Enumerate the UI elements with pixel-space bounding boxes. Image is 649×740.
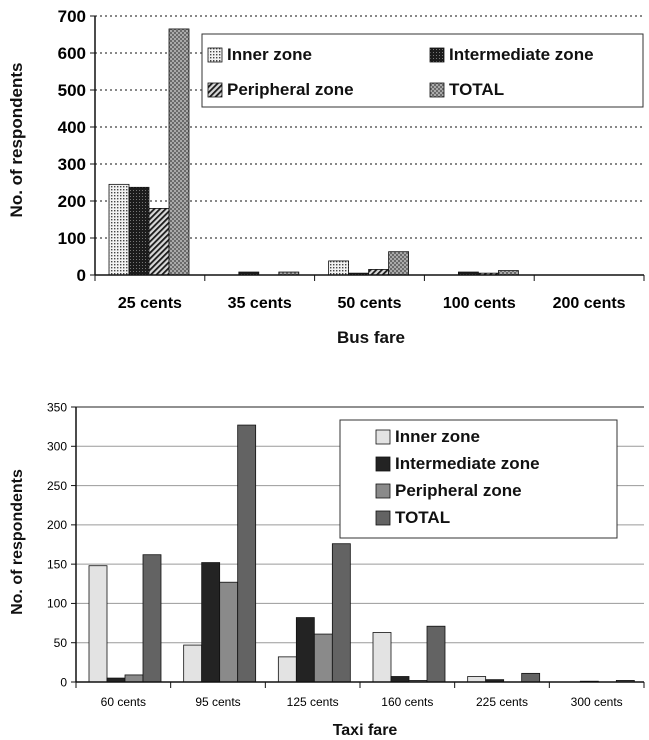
bar-intermediate-zone-160-cents <box>390 676 410 683</box>
bar-total-95-cents <box>237 424 257 683</box>
x-tick-label: 35 cents <box>228 295 292 312</box>
bar-inner-zone-160-cents <box>372 632 392 683</box>
y-tick-label: 200 <box>47 518 67 532</box>
y-tick-label: 500 <box>58 81 86 100</box>
y-tick-label: 50 <box>54 636 68 650</box>
bar-intermediate-zone-25-cents <box>128 186 150 276</box>
y-tick-label: 600 <box>58 44 86 63</box>
legend-label-peripheral-zone: Peripheral zone <box>227 80 354 99</box>
bar-total-160-cents <box>426 625 446 683</box>
x-tick-label: 95 cents <box>195 695 240 709</box>
bar-inner-zone-95-cents <box>183 644 203 683</box>
legend-swatch-inner-zone <box>207 47 223 63</box>
y-tick-label: 100 <box>58 229 86 248</box>
y-tick-label: 700 <box>58 7 86 26</box>
y-tick-label: 300 <box>47 440 67 454</box>
chart2-axes <box>71 406 645 688</box>
x-tick-label: 160 cents <box>381 695 433 709</box>
legend-box <box>201 33 644 108</box>
bar-total-25-cents <box>168 28 190 276</box>
legend-swatch-inner-zone <box>375 429 391 445</box>
legend-swatch-peripheral-zone <box>207 82 223 98</box>
chart2-y-tick-labels: 0 50 100 150 200 250 300 350 <box>47 400 67 689</box>
y-tick-label: 300 <box>58 155 86 174</box>
legend-label-inner-zone: Inner zone <box>227 45 312 64</box>
bar-inner-zone-125-cents <box>277 656 297 683</box>
bar-total-50-cents <box>388 251 410 276</box>
bar-intermediate-zone-95-cents <box>201 562 221 683</box>
bar-total-125-cents <box>331 543 351 683</box>
bar-peripheral-zone-25-cents <box>148 207 170 276</box>
x-tick-label: 125 cents <box>287 695 339 709</box>
chart1-x-axis-title: Bus fare <box>337 328 405 347</box>
x-tick-label: 225 cents <box>476 695 528 709</box>
chart1-y-tick-labels: 0 100 200 300 400 500 600 700 <box>58 7 86 285</box>
x-tick-label: 50 cents <box>337 295 401 312</box>
y-tick-label: 350 <box>47 400 67 414</box>
legend-label-inner-zone: Inner zone <box>395 427 480 446</box>
legend-label-intermediate-zone: Intermediate zone <box>449 45 594 64</box>
bus-fare-chart: 0 100 200 300 400 500 600 700 25 cents 35 cents 5… <box>7 7 645 347</box>
legend-label-peripheral-zone: Peripheral zone <box>395 481 522 500</box>
bar-peripheral-zone-50-cents <box>368 269 390 276</box>
bar-total-225-cents <box>521 672 541 683</box>
x-tick-label: 100 cents <box>443 295 516 312</box>
x-tick-label: 200 cents <box>553 295 626 312</box>
y-tick-label: 150 <box>47 557 67 571</box>
bar-total-60-cents <box>142 554 162 683</box>
chart2-legend: Inner zone Intermediate zone Peripheral zo… <box>339 419 618 539</box>
bar-inner-zone-60-cents <box>88 565 108 683</box>
chart2-x-tick-labels: 60 cents 95 cents 125 cents 160 cents 225 ce… <box>101 695 623 709</box>
bar-peripheral-zone-125-cents <box>313 633 333 683</box>
legend-swatch-intermediate-zone <box>429 47 445 63</box>
bar-inner-zone-225-cents <box>467 676 487 683</box>
y-tick-label: 100 <box>47 597 67 611</box>
legend-swatch-intermediate-zone <box>375 456 391 472</box>
bar-intermediate-zone-125-cents <box>295 617 315 683</box>
bar-inner-zone-50-cents <box>328 260 350 276</box>
y-tick-label: 250 <box>47 479 67 493</box>
x-tick-label: 25 cents <box>118 295 182 312</box>
y-tick-label: 400 <box>58 118 86 137</box>
legend-swatch-total <box>429 82 445 98</box>
chart2-x-axis-title: Taxi fare <box>333 722 398 739</box>
legend-label-intermediate-zone: Intermediate zone <box>395 454 540 473</box>
bar-peripheral-zone-60-cents <box>124 674 144 683</box>
chart1-axes <box>90 15 645 281</box>
chart2-bars <box>88 424 635 683</box>
chart2-y-axis-title: No. of respondents <box>9 469 26 615</box>
y-tick-label: 0 <box>60 675 67 689</box>
bar-inner-zone-25-cents <box>108 183 130 276</box>
legend-label-total: TOTAL <box>395 508 450 527</box>
legend-swatch-peripheral-zone <box>375 483 391 499</box>
x-tick-label: 300 cents <box>571 695 623 709</box>
x-tick-label: 60 cents <box>101 695 146 709</box>
legend-swatch-total <box>375 510 391 526</box>
bar-peripheral-zone-95-cents <box>219 581 239 683</box>
y-tick-label: 0 <box>77 266 86 285</box>
chart1-x-tick-labels: 25 cents 35 cents 50 cents 100 cents 200 cen… <box>118 295 626 312</box>
legend-label-total: TOTAL <box>449 80 504 99</box>
chart1-y-axis-title: No. of respondents <box>7 63 26 218</box>
chart1-legend: Inner zone Intermediate zone Peripheral zo… <box>201 33 644 108</box>
y-tick-label: 200 <box>58 192 86 211</box>
taxi-fare-chart: 0 50 100 150 200 250 300 350 60 cents 95 cents 12… <box>9 400 645 739</box>
